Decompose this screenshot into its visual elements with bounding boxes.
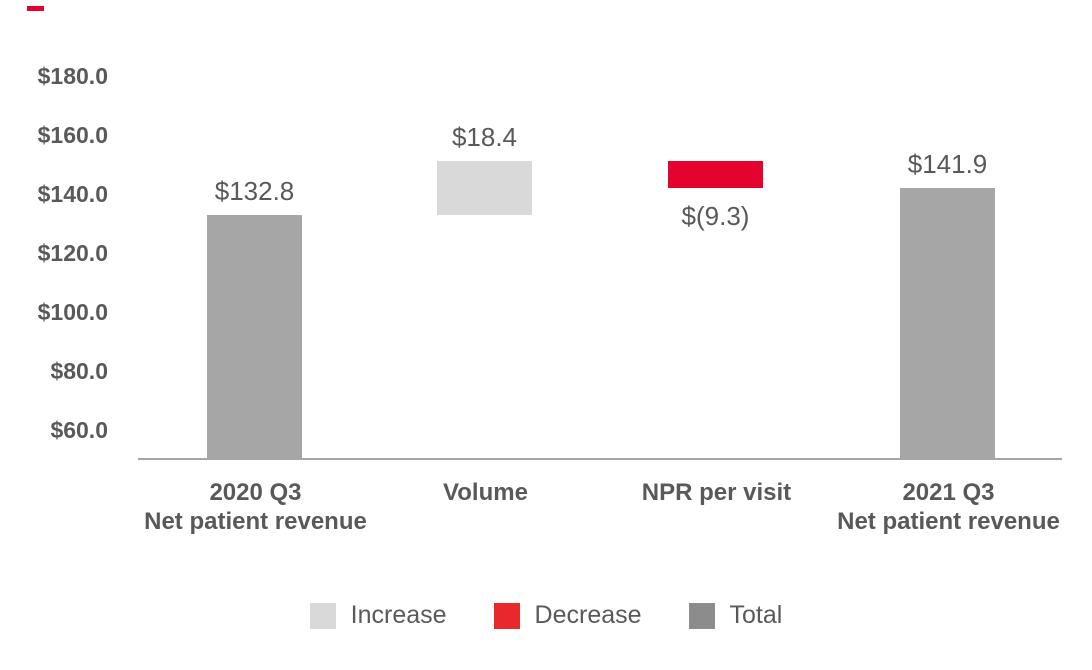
y-axis-tick-label-180: $180.0 — [37, 63, 108, 89]
legend-item-increase: Increase — [309, 601, 447, 630]
accent-dash — [27, 6, 44, 11]
legend-label-total: Total — [729, 601, 783, 629]
x-axis-category-line: NPR per visit — [641, 479, 792, 506]
legend-swatch-decrease — [493, 602, 520, 629]
x-axis-category-label-npr-per-visit: NPR per visit — [597, 478, 837, 507]
legend-label-increase: Increase — [350, 601, 447, 629]
bar-npr-per-visit — [668, 161, 763, 189]
legend-label-decrease: Decrease — [534, 601, 642, 629]
y-axis-tick-label-100: $100.0 — [37, 299, 108, 325]
x-axis-category-line: 2021 Q3 — [902, 479, 995, 506]
x-axis-category-line: Volume — [443, 479, 528, 506]
bar-value-label-volume: $18.4 — [451, 122, 518, 152]
chart-legend: Increase Decrease Total — [0, 601, 1092, 630]
legend-swatch-total — [688, 602, 715, 629]
x-axis-category-label-2021-q3-net-patient-revenue: 2021 Q3 Net patient revenue — [829, 478, 1069, 536]
legend-item-decrease: Decrease — [493, 601, 642, 630]
bar-2021-q3-net-patient-revenue — [900, 188, 995, 459]
bar-value-label-2020-q3-net-patient-revenue: $132.8 — [214, 176, 295, 207]
legend-swatch-increase — [309, 602, 336, 629]
bar-value-label-2021-q3-net-patient-revenue: $141.9 — [907, 149, 988, 180]
bar-value-label-npr-per-visit: $(9.3) — [681, 201, 750, 232]
y-axis-tick-label-140: $140.0 — [37, 181, 108, 207]
x-axis-category-line: 2020 Q3 — [209, 479, 302, 506]
x-axis-category-label-volume: Volume — [366, 478, 606, 507]
x-axis-line — [138, 458, 1062, 460]
y-axis-tick-label-60: $60.0 — [50, 417, 108, 443]
y-axis-tick-label-80: $80.0 — [50, 358, 108, 384]
x-axis-category-line: Net patient revenue — [144, 508, 367, 535]
y-axis-tick-label-120: $120.0 — [37, 240, 108, 266]
y-axis-tick-label-160: $160.0 — [37, 122, 108, 148]
x-axis-category-line: Net patient revenue — [837, 508, 1060, 535]
legend-item-total: Total — [688, 601, 783, 630]
bar-volume — [437, 161, 532, 216]
x-axis-category-label-2020-q3-net-patient-revenue: 2020 Q3 Net patient revenue — [136, 478, 376, 536]
bar-2020-q3-net-patient-revenue — [207, 215, 302, 459]
